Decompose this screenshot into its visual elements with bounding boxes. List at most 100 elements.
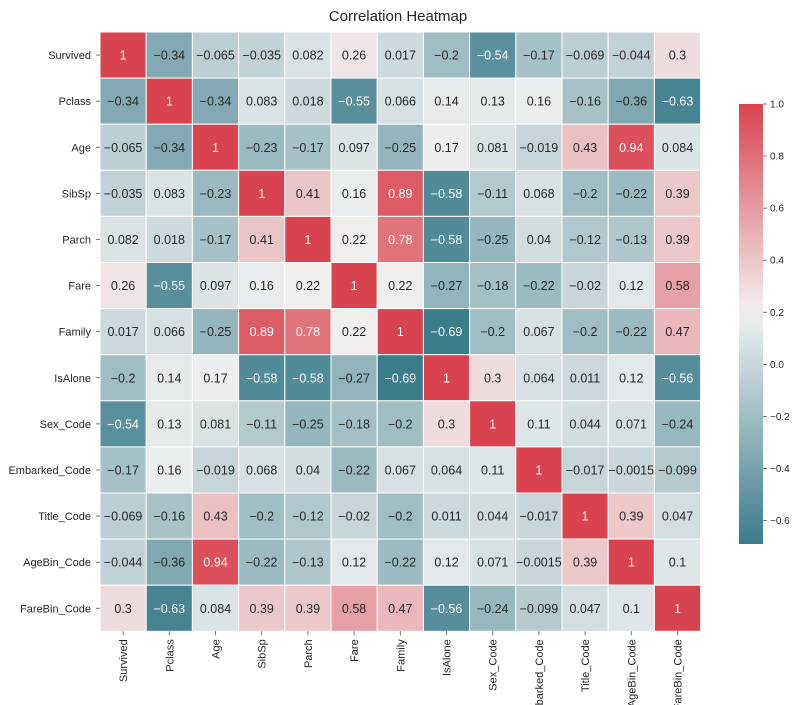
heatmap-cell	[469, 262, 517, 310]
cell-value: 0.16	[342, 187, 366, 201]
heatmap-cell	[422, 492, 471, 540]
cell-value: 0.011	[570, 371, 600, 385]
x-tick-label: IsAlone	[442, 639, 454, 676]
cell-value: −0.13	[292, 556, 324, 570]
heatmap-cell	[607, 169, 655, 217]
x-tick-label: Age	[211, 639, 223, 659]
colorbar-tick-label: 0.4	[770, 256, 784, 267]
cell-value: −0.017	[520, 510, 559, 524]
cell-value: 0.084	[662, 141, 693, 155]
cell-value: 0.071	[616, 417, 647, 431]
cell-value: 0.39	[296, 602, 320, 616]
cell-value: 0.018	[292, 95, 323, 109]
heatmap-cell	[422, 77, 471, 125]
heatmap-cell	[422, 169, 471, 217]
cell-value: −0.0015	[516, 556, 562, 570]
heatmap-cell	[515, 308, 563, 356]
heatmap-cell	[238, 215, 286, 263]
cell-value: −0.25	[477, 233, 509, 247]
cell-value: −0.2	[388, 417, 413, 431]
heatmap-cell	[99, 584, 147, 632]
cell-value: −0.34	[107, 95, 139, 109]
cell-value: 0.097	[200, 279, 231, 293]
cell-value: −0.16	[569, 95, 601, 109]
cell-value: 0.58	[665, 279, 689, 293]
cell-value: 1	[582, 510, 589, 524]
cell-value: 1	[212, 141, 219, 155]
cell-value: −0.22	[338, 463, 370, 477]
cell-value: 0.26	[111, 279, 135, 293]
cell-value: 0.3	[438, 417, 455, 431]
cell-value: −0.16	[153, 510, 185, 524]
heatmap-cell	[238, 354, 286, 402]
heatmap-cell	[469, 169, 517, 217]
colorbar-tick-label: 1.0	[770, 100, 784, 111]
heatmap-cell	[422, 31, 471, 79]
y-tick-label: Age	[71, 142, 91, 154]
cell-value: 0.22	[342, 233, 366, 247]
heatmap-cell	[330, 308, 378, 356]
cell-value: −0.17	[292, 141, 324, 155]
heatmap-cell	[238, 169, 286, 217]
heatmap-cell	[653, 215, 702, 263]
cell-value: −0.13	[615, 233, 647, 247]
cell-value: −0.044	[104, 556, 143, 570]
colorbar-tick-label: 0.6	[770, 204, 784, 215]
heatmap-cell	[376, 262, 424, 310]
cell-value: −0.36	[615, 95, 647, 109]
heatmap-cell	[561, 400, 609, 448]
cell-value: 0.39	[250, 602, 274, 616]
heatmap-cell	[330, 400, 378, 448]
heatmap-cell	[238, 400, 286, 448]
cell-value: −0.0015	[609, 463, 655, 477]
cell-value: −0.22	[615, 325, 647, 339]
cell-value: 0.39	[665, 233, 689, 247]
heatmap-cell	[99, 446, 147, 494]
heatmap-cell	[330, 31, 378, 79]
heatmap-cell	[284, 354, 332, 402]
heatmap-cell	[561, 354, 609, 402]
heatmap-cell	[191, 215, 240, 263]
cell-value: 0.064	[523, 371, 554, 385]
heatmap-cell	[145, 538, 193, 586]
cell-value: 0.068	[523, 187, 554, 201]
cell-value: 0.22	[296, 279, 320, 293]
cell-value: −0.035	[242, 49, 281, 63]
cell-value: 0.39	[573, 556, 597, 570]
heatmap-cell	[376, 538, 424, 586]
heatmap-cell	[653, 492, 702, 540]
cell-value: −0.11	[246, 417, 277, 431]
cell-value: −0.22	[246, 556, 278, 570]
heatmap-cell	[99, 77, 147, 125]
y-tick-label: AgeBin_Code	[23, 557, 91, 569]
x-tick-label: Fare	[349, 639, 361, 662]
heatmap-cell	[561, 446, 609, 494]
cell-value: 0.081	[200, 417, 231, 431]
cell-value: −0.25	[200, 325, 232, 339]
cell-value: −0.2	[388, 510, 413, 524]
cell-value: −0.22	[523, 279, 555, 293]
heatmap-cell	[515, 262, 563, 310]
heatmap-cell	[469, 354, 517, 402]
cell-value: 0.047	[662, 510, 693, 524]
heatmap-cell	[376, 169, 424, 217]
cell-value: −0.34	[200, 95, 232, 109]
cell-value: 0.17	[434, 141, 458, 155]
cell-value: 0.066	[385, 95, 416, 109]
heatmap-cell	[653, 169, 702, 217]
cell-value: 0.78	[388, 233, 412, 247]
cell-value: −0.24	[477, 602, 509, 616]
heatmap-cell	[376, 77, 424, 125]
cell-value: −0.065	[196, 49, 235, 63]
cell-value: −0.34	[153, 49, 185, 63]
heatmap-cell	[469, 538, 517, 586]
y-tick-label: Sex_Code	[40, 419, 91, 431]
cell-value: 1	[351, 279, 358, 293]
heatmap-cell	[238, 492, 286, 540]
heatmap-cell	[561, 262, 609, 310]
cell-value: 0.084	[200, 602, 231, 616]
cell-value: 0.083	[154, 187, 185, 201]
heatmap-cell	[469, 492, 517, 540]
heatmap-cell	[376, 215, 424, 263]
heatmap-cell	[145, 215, 193, 263]
